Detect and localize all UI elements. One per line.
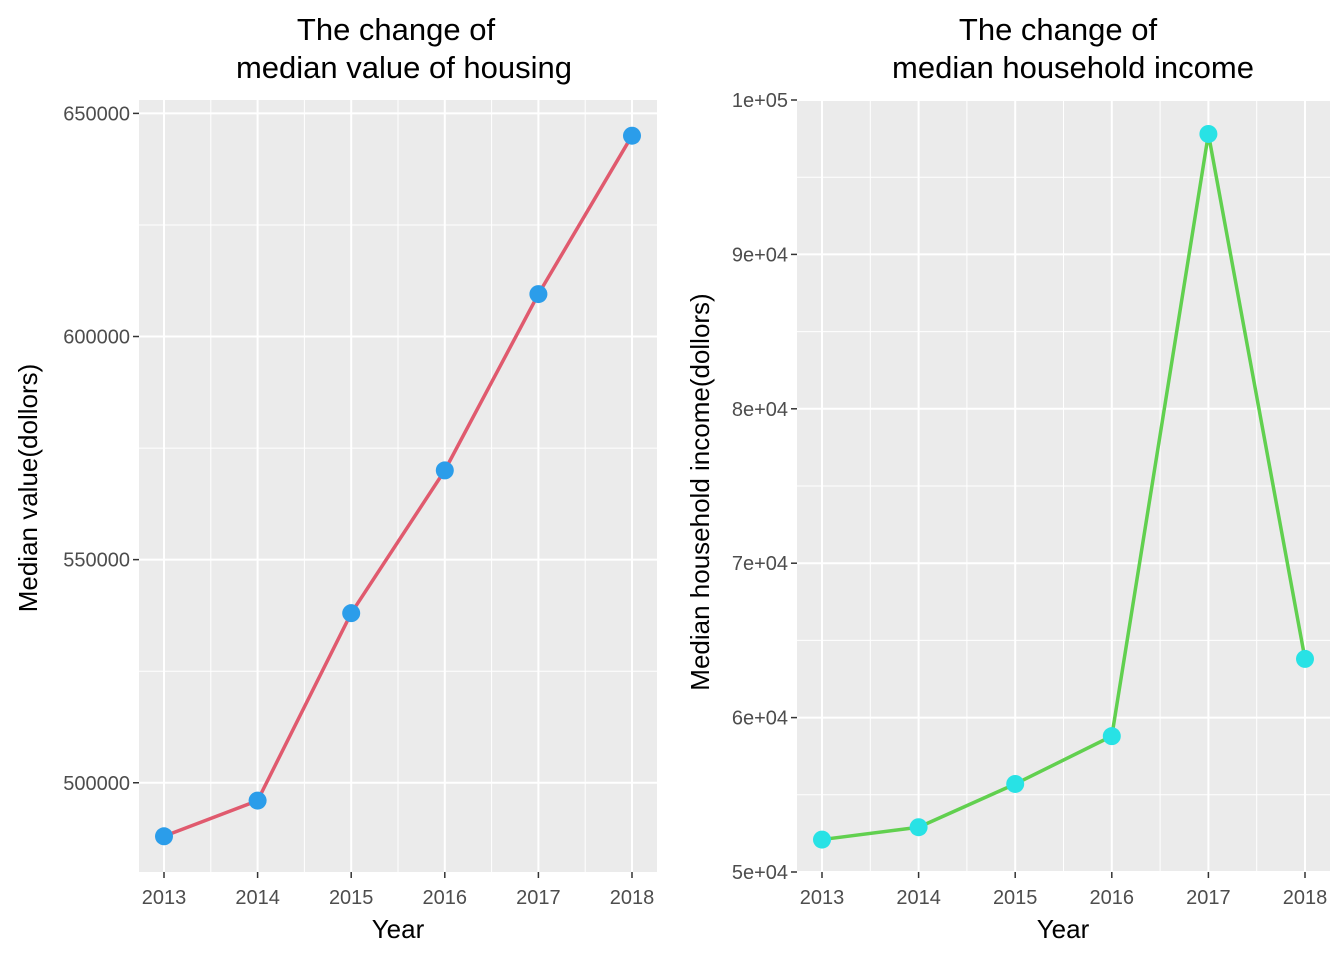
x-axis-ticks: 2013 2014 2015 2016 2017 2018 <box>142 872 655 909</box>
y-tick-label: 650000 <box>63 103 130 125</box>
y-axis-ticks: 5e+04 6e+04 7e+04 8e+04 9e+04 1e+05 <box>732 90 797 884</box>
x-tick-label: 2015 <box>993 887 1038 909</box>
data-point <box>248 791 267 810</box>
data-point <box>342 604 361 623</box>
y-tick-label: 1e+05 <box>732 90 788 112</box>
chart-title-line-2: median value of housing <box>236 50 572 85</box>
chart-title-line-1: The change of <box>297 12 496 47</box>
data-point <box>435 461 454 480</box>
y-axis-title: Median value(dollors) <box>13 364 43 613</box>
y-tick-label: 8e+04 <box>732 399 788 421</box>
y-tick-label: 5e+04 <box>732 862 788 884</box>
y-tick-label: 550000 <box>63 550 130 572</box>
x-tick-label: 2014 <box>896 887 941 909</box>
data-point <box>1102 727 1121 746</box>
data-point <box>623 126 641 145</box>
series-line-path <box>820 132 1307 842</box>
grid-lines <box>139 100 657 872</box>
x-tick-label: 2018 <box>1283 887 1328 909</box>
x-tick-label: 2017 <box>516 887 561 909</box>
y-tick-label: 6e+04 <box>732 708 788 730</box>
series-line <box>162 133 634 839</box>
x-tick-label: 2018 <box>610 887 655 909</box>
y-axis-title: Median household income(dollors) <box>685 293 715 690</box>
household-income-chart: The change of median household income 5e… <box>685 12 1330 944</box>
data-point <box>529 285 548 304</box>
housing-value-chart: The change of median value of housing 50… <box>13 12 657 944</box>
y-tick-label: 500000 <box>63 773 130 795</box>
y-tick-label: 9e+04 <box>732 244 788 266</box>
chart-title-line-1: The change of <box>959 12 1158 47</box>
data-point <box>155 827 173 846</box>
chart-title-line-2: median household income <box>892 50 1254 85</box>
x-tick-label: 2015 <box>329 887 374 909</box>
data-point <box>909 818 928 837</box>
x-tick-label: 2013 <box>142 887 187 909</box>
x-axis-title: Year <box>1037 914 1090 944</box>
grid-lines <box>797 99 1330 873</box>
series-line <box>820 132 1307 842</box>
x-tick-label: 2017 <box>1186 887 1231 909</box>
y-tick-label: 7e+04 <box>732 553 788 575</box>
data-point <box>1199 124 1218 143</box>
y-axis-ticks: 500000 550000 600000 650000 <box>63 103 139 795</box>
data-point <box>813 830 831 849</box>
x-tick-label: 2016 <box>423 887 468 909</box>
y-tick-label: 600000 <box>63 327 130 349</box>
x-axis-title: Year <box>372 914 425 944</box>
data-points <box>813 124 1314 849</box>
x-tick-label: 2014 <box>235 887 280 909</box>
data-point <box>1296 649 1314 668</box>
series-line-path <box>162 133 634 839</box>
data-point <box>1006 774 1025 793</box>
x-axis-ticks: 2013 2014 2015 2016 2017 2018 <box>800 872 1328 909</box>
x-tick-label: 2013 <box>800 887 845 909</box>
x-tick-label: 2016 <box>1090 887 1135 909</box>
data-points <box>155 126 641 846</box>
